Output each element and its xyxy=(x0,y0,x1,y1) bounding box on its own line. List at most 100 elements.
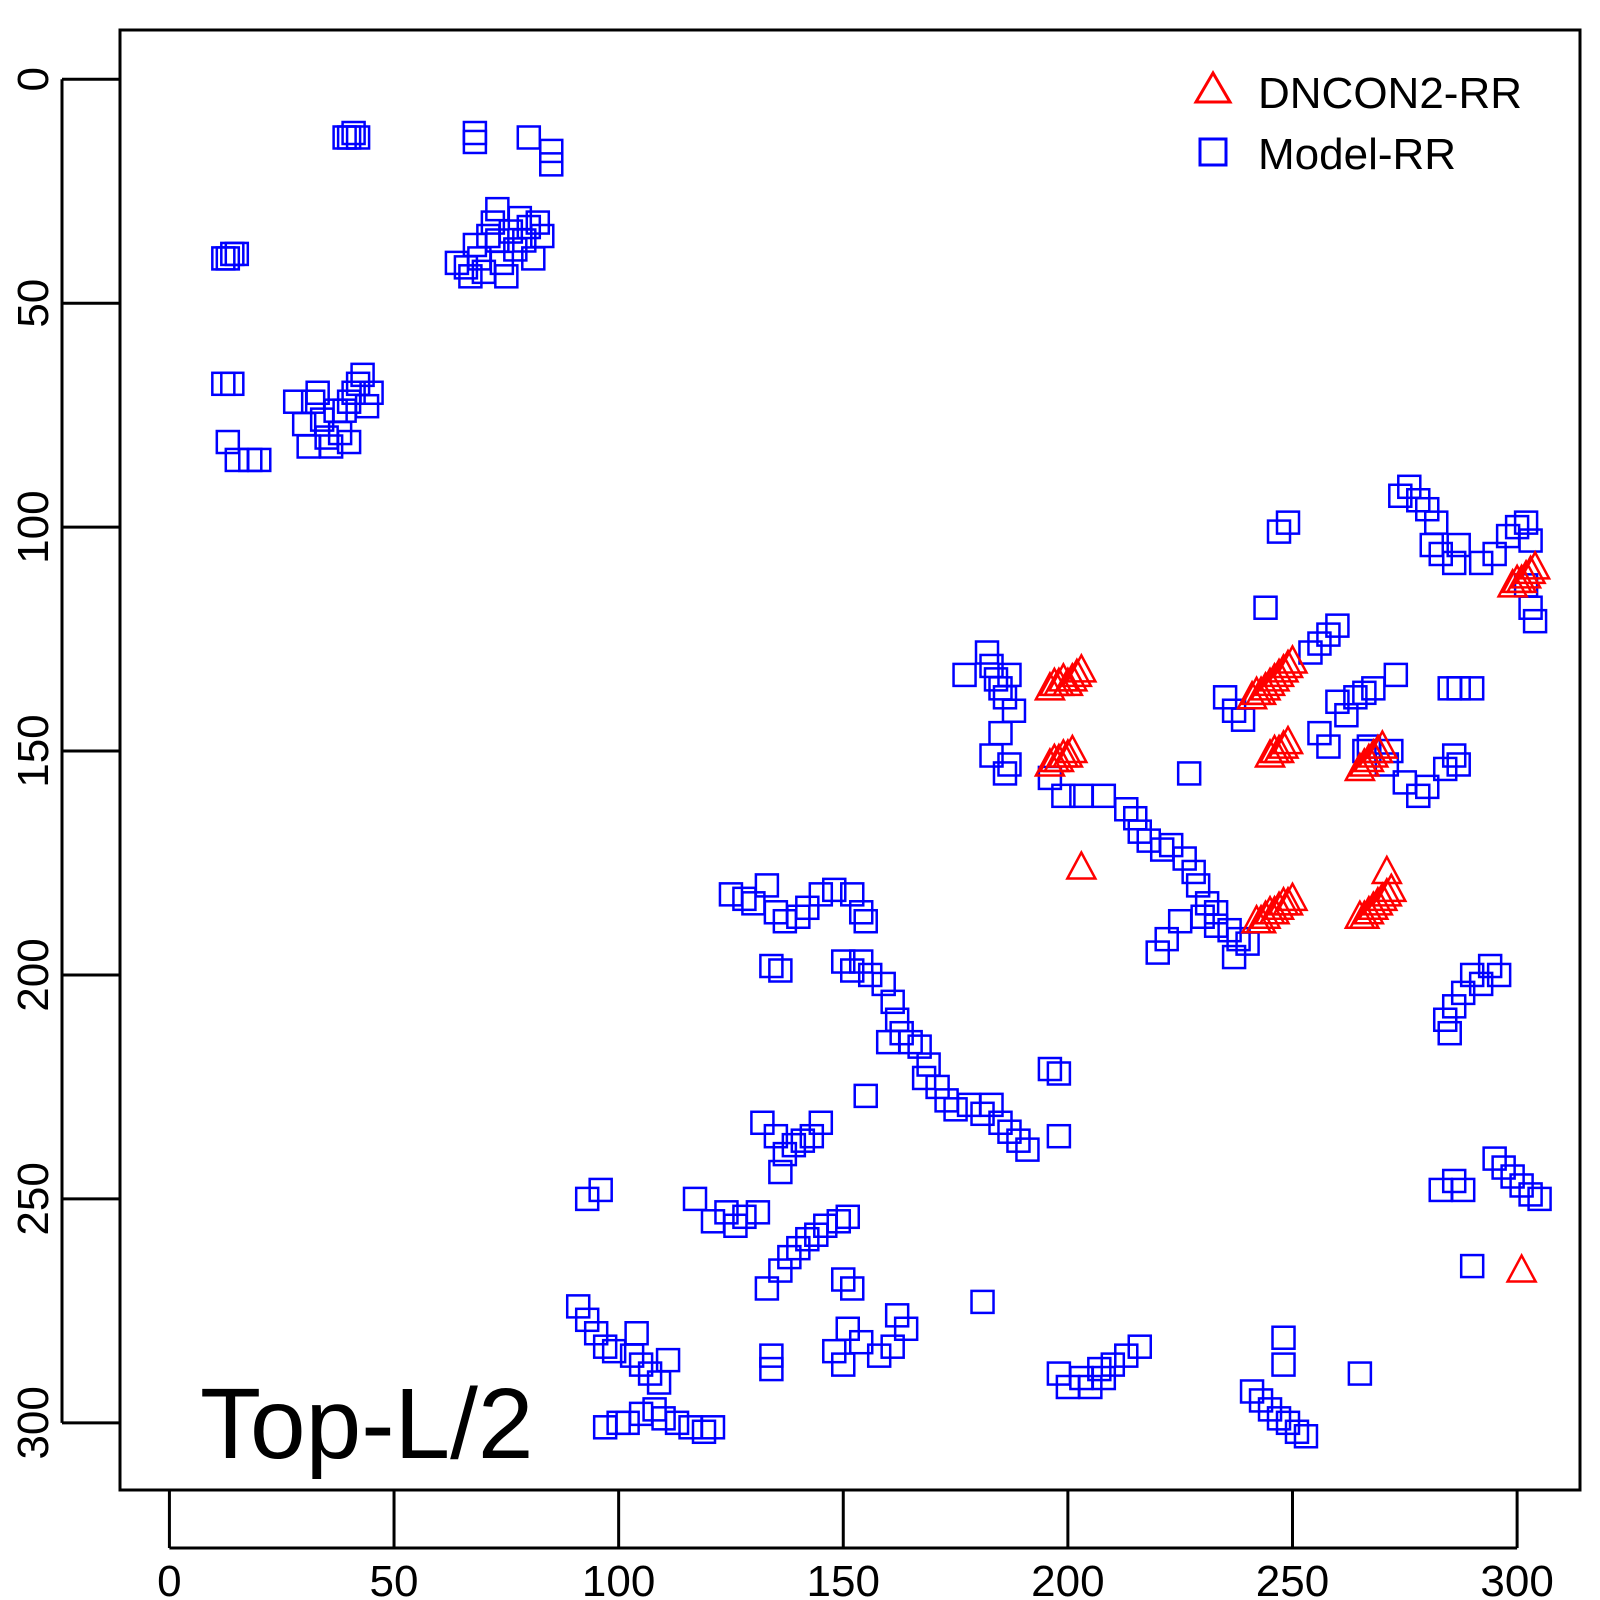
model-rr-point xyxy=(1446,676,1471,701)
model-rr-point xyxy=(759,953,784,979)
model-rr-point xyxy=(808,882,834,907)
model-rr-point xyxy=(485,196,510,222)
model-rr-point xyxy=(318,434,344,459)
dncon2-rr-point xyxy=(1065,652,1098,683)
model-rr-point xyxy=(848,949,874,974)
model-rr-point xyxy=(220,371,245,397)
model-rr-point xyxy=(305,380,330,406)
model-rr-point xyxy=(1114,797,1139,822)
model-rr-point xyxy=(1459,676,1485,701)
dncon2-rr-point xyxy=(1375,872,1408,903)
model-rr-point xyxy=(1491,1155,1516,1180)
model-rr-point xyxy=(1446,532,1471,558)
plot-frame xyxy=(118,28,1582,1492)
model-rr-point xyxy=(997,662,1022,688)
y-tick-label: 250 xyxy=(9,1162,58,1235)
model-rr-point xyxy=(1123,805,1148,831)
model-rr-point xyxy=(1091,1365,1117,1391)
model-rr-point xyxy=(839,882,865,907)
model-rr-point xyxy=(1307,631,1332,656)
model-rr-point xyxy=(831,949,856,974)
model-rr-point xyxy=(943,1097,968,1122)
model-rr-point xyxy=(839,1276,865,1301)
model-rr-point xyxy=(516,214,542,240)
model-rr-point xyxy=(992,761,1018,786)
model-rr-point xyxy=(754,873,780,898)
model-rr-point xyxy=(1388,483,1413,509)
model-rr-point xyxy=(1172,846,1197,871)
model-rr-point xyxy=(530,223,555,249)
model-rr-point xyxy=(831,1267,856,1292)
model-rr-point xyxy=(615,1410,640,1436)
model-rr-point xyxy=(624,1321,649,1346)
model-rr-point xyxy=(786,904,811,929)
model-rr-point xyxy=(1266,1406,1292,1431)
x-tick-label: 300 xyxy=(1480,1557,1553,1600)
model-rr-point xyxy=(1406,487,1431,513)
model-rr-point xyxy=(1167,908,1193,934)
model-rr-point xyxy=(606,1410,631,1436)
model-rr-point xyxy=(1504,514,1530,540)
model-rr-point xyxy=(1334,702,1359,728)
model-rr-point xyxy=(1226,926,1251,952)
model-rr-point xyxy=(1051,783,1076,809)
model-rr-point xyxy=(1203,900,1229,925)
model-rr-point xyxy=(341,120,366,146)
model-rr-point xyxy=(1482,1146,1507,1171)
model-rr-point xyxy=(1154,926,1179,952)
model-rr-point xyxy=(1500,1164,1525,1189)
model-rr-point xyxy=(1307,720,1332,746)
model-rr-point xyxy=(880,1334,905,1359)
model-rr-point xyxy=(853,1083,878,1109)
x-tick-label: 150 xyxy=(807,1557,880,1600)
model-rr-point xyxy=(988,676,1013,701)
dncon2-rr-point xyxy=(1361,733,1394,764)
model-rr-point xyxy=(795,895,820,921)
model-rr-point xyxy=(1441,1168,1467,1194)
model-rr-point xyxy=(1468,550,1494,576)
dncon2-rr-point xyxy=(1271,724,1305,755)
model-rr-point xyxy=(1437,676,1462,701)
model-rr-point xyxy=(1221,944,1247,970)
model-rr-point xyxy=(215,429,241,455)
model-rr-point xyxy=(1423,510,1449,535)
model-rr-point xyxy=(1230,707,1256,732)
model-rr-point xyxy=(539,152,564,177)
model-rr-point xyxy=(997,752,1022,777)
model-rr-point xyxy=(1316,622,1341,647)
model-rr-point xyxy=(642,1397,667,1422)
model-rr-point xyxy=(808,1110,834,1136)
model-rr-point xyxy=(1185,873,1211,898)
model-rr-point xyxy=(848,900,874,925)
model-rr-point xyxy=(1316,734,1341,759)
model-rr-point xyxy=(1046,1361,1072,1386)
model-rr-point xyxy=(772,1141,798,1167)
y-axis: 0 50 100 150 200 250 300 xyxy=(9,67,120,1460)
model-rr-point xyxy=(1271,1325,1296,1350)
dncon2-rr-point xyxy=(1271,648,1305,679)
model-rr-point xyxy=(1343,685,1368,710)
model-rr-point xyxy=(664,1410,690,1436)
x-tick-label: 100 xyxy=(582,1557,655,1600)
model-rr-point xyxy=(1446,752,1471,777)
legend-label-model-rr: Model-RR xyxy=(1258,130,1456,179)
model-rr-point xyxy=(700,1209,726,1234)
model-rr-point xyxy=(1347,1361,1373,1386)
model-rr-point xyxy=(1212,685,1238,710)
model-rr-point xyxy=(970,1289,995,1315)
model-rr-point xyxy=(880,989,905,1015)
model-rr-point xyxy=(768,1159,793,1185)
model-rr-point xyxy=(1145,940,1170,965)
model-rr-point xyxy=(732,1204,757,1230)
model-rr-point xyxy=(1428,541,1453,567)
model-rr-point xyxy=(1078,1374,1103,1400)
model-rr-point xyxy=(826,1209,852,1234)
model-rr-point xyxy=(884,1303,910,1328)
model-rr-point xyxy=(781,1132,807,1158)
model-rr-point xyxy=(1428,1177,1453,1203)
model-rr-point xyxy=(1275,510,1301,535)
model-rr-point xyxy=(1518,595,1543,620)
model-rr-point xyxy=(795,1226,820,1252)
model-rr-point xyxy=(345,125,371,150)
model-rr-point xyxy=(1298,640,1323,665)
